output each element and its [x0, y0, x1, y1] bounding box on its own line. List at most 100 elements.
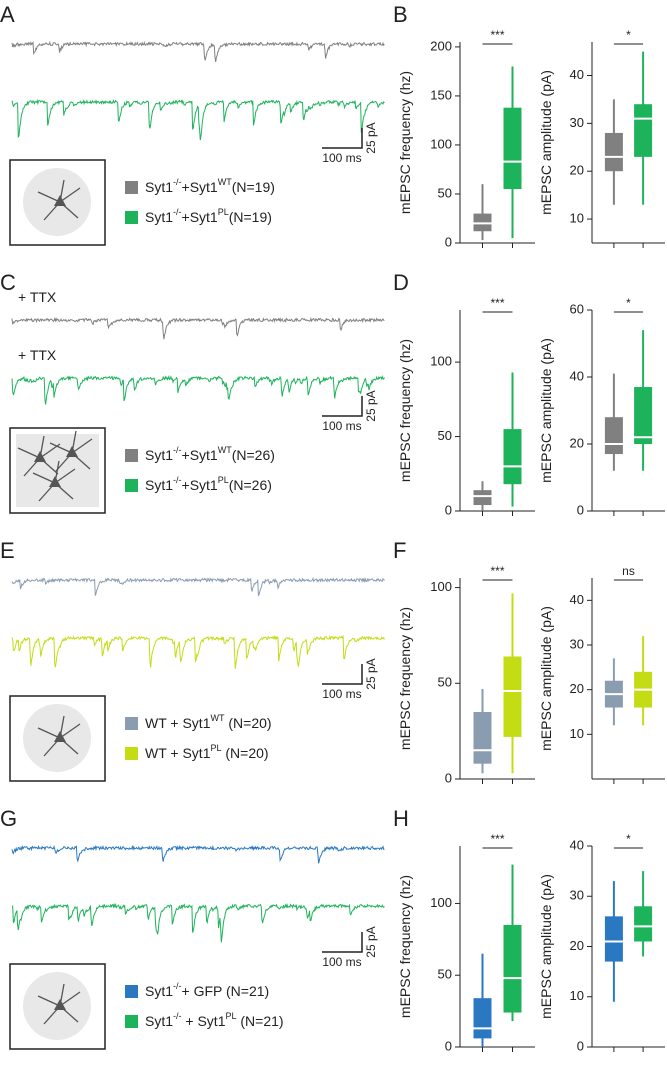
icon-dendrite — [32, 472, 56, 484]
y-tick-label: 40 — [570, 837, 584, 852]
box — [473, 712, 492, 764]
legend-text: WT — [218, 177, 232, 187]
legend-text: -/- — [173, 981, 182, 991]
y-tick-label: 50 — [438, 675, 452, 690]
y-axis-label: mEPSC frequency (hz) — [397, 339, 413, 482]
legend-text: (N=26) — [229, 477, 272, 493]
scale-x-label: 100 ms — [322, 687, 361, 701]
icon-dendrite — [59, 991, 81, 1007]
legend-text: Syt1 — [145, 179, 173, 195]
legend-text: +Syt1 — [182, 447, 218, 463]
legend-text: (N=26) — [232, 447, 275, 463]
y-axis-label: mEPSC amplitude (pA) — [538, 874, 554, 1019]
icon-dendrite — [37, 191, 61, 203]
panel-letter: C — [0, 270, 16, 295]
legend-text: PL — [218, 475, 229, 485]
y-tick-label: 0 — [445, 502, 452, 517]
box — [634, 906, 653, 942]
significance: * — [626, 28, 631, 42]
box — [634, 104, 653, 157]
box — [604, 916, 623, 962]
y-tick-label: 20 — [570, 435, 584, 450]
legend-swatch — [125, 449, 138, 462]
y-tick-label: 10 — [570, 988, 584, 1003]
y-tick-label: 0 — [577, 502, 584, 517]
legend-label: Syt1-/-+Syt1WT(N=19) — [145, 177, 275, 194]
panel-letter: B — [393, 2, 408, 27]
legend-label: Syt1-/-+Syt1PL(N=26) — [145, 475, 272, 492]
legend-text: + Syt1 — [182, 1013, 226, 1029]
panel-letter: E — [0, 538, 15, 563]
scale-x-label: 100 ms — [322, 419, 361, 433]
panel-letter: H — [393, 806, 409, 831]
legend-text: +Syt1 — [182, 477, 218, 493]
trace — [11, 577, 385, 597]
significance: *** — [490, 564, 504, 578]
legend-text: + GFP (N=21) — [182, 983, 270, 999]
legend-text: (N=19) — [229, 209, 272, 225]
y-tick-label: 20 — [570, 938, 584, 953]
y-tick-label: 150 — [430, 87, 452, 102]
box — [503, 429, 522, 485]
scale-y-label: 25 pA — [364, 122, 378, 153]
icon-soma — [66, 446, 78, 457]
significance: * — [626, 832, 631, 846]
trace — [11, 40, 385, 62]
legend-text: Syt1 — [145, 447, 173, 463]
trace-label: + TTX — [18, 347, 57, 363]
legend-swatch — [125, 181, 138, 194]
y-tick-label: 30 — [570, 888, 584, 903]
y-tick-label: 10 — [570, 211, 584, 226]
y-tick-label: 200 — [430, 38, 452, 53]
trace-label: + TTX — [18, 289, 57, 305]
significance: ns — [622, 564, 635, 578]
icon-dendrite — [37, 995, 61, 1007]
box — [604, 132, 623, 172]
box — [503, 107, 522, 190]
scale-x-label: 100 ms — [322, 955, 361, 969]
y-tick-label: 40 — [570, 368, 584, 383]
legend-text: WT + Syt1 — [145, 715, 211, 731]
icon-dendrite — [17, 447, 41, 459]
legend-label: WT + Syt1PL (N=20) — [145, 743, 269, 760]
y-tick-label: 60 — [570, 301, 584, 316]
trace — [11, 634, 385, 669]
y-tick-label: 20 — [570, 681, 584, 696]
y-tick-label: 0 — [445, 234, 452, 249]
icon-soma — [54, 999, 66, 1010]
trace — [11, 844, 385, 864]
legend-text: (N=20) — [222, 745, 269, 761]
icon-dendrite — [49, 442, 73, 454]
trace — [11, 375, 385, 405]
y-tick-label: 10 — [570, 726, 584, 741]
icon-dendrite — [37, 727, 61, 739]
legend-text: WT + Syt1 — [145, 745, 211, 761]
y-tick-label: 50 — [438, 428, 452, 443]
trace — [11, 99, 385, 141]
scale-bar — [322, 128, 363, 149]
legend-text: (N=20) — [224, 715, 271, 731]
legend-text: WT — [218, 445, 232, 455]
legend-text: WT — [210, 713, 224, 723]
y-tick-label: 50 — [438, 967, 452, 982]
legend-text: +Syt1 — [182, 209, 218, 225]
icon-soma — [54, 731, 66, 742]
legend-text: Syt1 — [145, 983, 173, 999]
y-axis-label: mEPSC frequency (hz) — [397, 71, 413, 214]
y-tick-label: 0 — [577, 1038, 584, 1053]
y-axis-label: mEPSC amplitude (pA) — [538, 70, 554, 215]
y-tick-label: 0 — [445, 1038, 452, 1053]
scale-bar — [322, 664, 363, 685]
box — [473, 490, 492, 506]
y-axis-label: mEPSC amplitude (pA) — [538, 606, 554, 751]
legend-swatch — [125, 479, 138, 492]
panel-letter: D — [393, 270, 409, 295]
legend-text: -/- — [173, 1011, 182, 1021]
legend-text: +Syt1 — [182, 179, 218, 195]
scale-y-label: 25 pA — [364, 658, 378, 689]
icon-soma — [54, 195, 66, 206]
legend-text: PL — [225, 1011, 236, 1021]
panel-letter: A — [0, 2, 15, 27]
scale-bar — [322, 396, 363, 417]
